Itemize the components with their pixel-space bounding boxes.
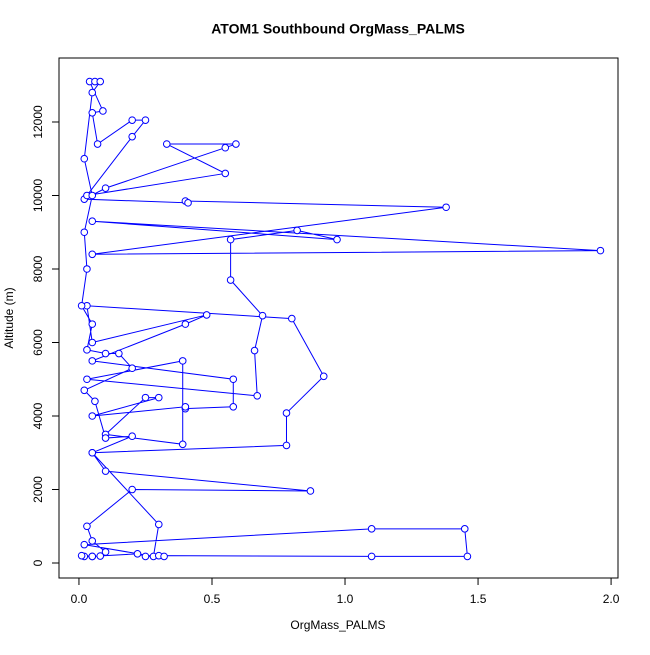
data-point [282,441,291,450]
data-point [460,525,469,533]
data-point [77,551,86,560]
data-point [160,552,168,561]
data-point [154,393,163,402]
data-point [154,520,163,529]
data-point [83,375,91,384]
data-point [88,88,97,97]
data-point [184,199,192,207]
data-point [141,552,150,561]
data-point [229,375,238,384]
data-point [226,276,235,284]
x-tick-label: 1.5 [470,592,487,606]
data-point [178,357,187,365]
data-point [178,440,187,449]
y-tick-label: 4000 [31,402,45,429]
data-point [88,217,97,226]
data-point [133,550,142,558]
data-point [101,349,110,358]
data-point [88,320,97,328]
data-point [202,311,211,319]
data-point [141,116,150,124]
data-point [232,140,240,148]
data-point [250,346,259,355]
data-point [91,397,99,406]
data-point [96,552,105,560]
data-point [80,386,89,395]
data-point [101,434,110,442]
data-point [288,314,296,323]
data-point [596,246,605,255]
data-point [367,525,376,533]
data-point [282,409,291,417]
y-tick-label: 10000 [31,178,45,212]
data-point [319,372,328,381]
y-tick-label: 2000 [31,476,45,503]
x-axis-label: OrgMass_PALMS [290,618,385,632]
data-point [128,364,136,373]
data-point [88,357,97,365]
data-point [88,191,97,200]
x-tick-label: 2.0 [603,592,620,606]
data-point [226,235,235,244]
x-tick-label: 1.0 [337,592,354,606]
data-point [83,265,91,273]
data-point [258,311,267,320]
data-point [96,77,105,86]
data-point [141,393,150,402]
data-point [128,432,136,441]
data-point [101,467,110,475]
data-point [442,203,450,212]
data-point [83,346,91,354]
chart-title: ATOM1 Southbound OrgMass_PALMS [211,21,465,37]
data-point [115,349,123,358]
data-point [99,107,107,115]
data-point [128,132,136,141]
y-axis-label: Altitude (m) [2,287,16,348]
data-point [221,143,230,152]
y-tick-label: 0 [31,559,45,566]
data-point [101,184,110,192]
data-point [83,522,91,531]
data-point [88,448,97,457]
data-point [80,228,89,237]
data-point [128,116,136,124]
data-point [80,154,89,163]
data-point [253,391,262,400]
data-point [80,540,89,549]
x-tick-label: 0.5 [204,592,221,606]
data-point [88,412,97,420]
data-point [181,403,190,411]
data-point [181,320,190,328]
x-tick-label: 0.0 [71,592,88,606]
data-point [88,108,97,117]
y-tick-label: 12000 [31,105,45,139]
data-point [229,403,238,411]
data-point [101,548,110,556]
data-point [367,552,376,561]
y-tick-label: 8000 [31,255,45,282]
data-point [463,552,472,561]
data-point [333,235,341,244]
data-point [162,140,171,148]
data-point [293,226,301,235]
data-point [221,169,230,178]
data-point [88,338,97,347]
data-point [128,485,136,494]
data-point [88,552,97,561]
data-point [306,487,315,495]
data-point [88,537,97,545]
data-point [93,140,102,148]
y-tick-label: 6000 [31,329,45,356]
data-point [77,301,86,310]
data-point [88,250,97,259]
